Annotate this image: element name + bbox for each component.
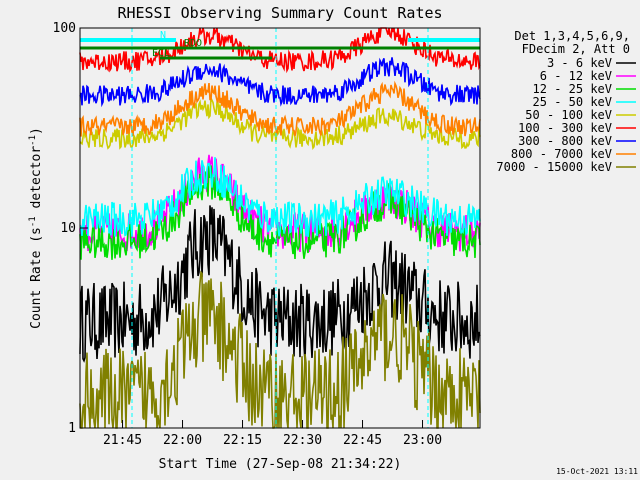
legend-header-line2: FDecim 2, Att 0 <box>522 42 630 56</box>
y-axis-label-tail: ) <box>29 127 44 135</box>
chart-title: RHESSI Observing Summary Count Rates <box>117 4 442 22</box>
legend-header-line1: Det 1,3,4,5,6,9, <box>514 29 630 43</box>
plot-area: N RDO ECL <box>79 27 481 429</box>
series-line-8 <box>79 80 481 137</box>
x-tick-label-4: 22:30 <box>283 433 322 448</box>
legend-label-9: 7000 - 15000 keV <box>496 160 612 174</box>
x-tick-label-2: 22:00 <box>163 433 202 448</box>
flag-label-1: N <box>160 30 166 41</box>
x-tick-label-3: 22:15 <box>223 433 262 448</box>
y-axis-label-sup: -1 <box>28 216 38 227</box>
series-line-2 <box>79 154 481 253</box>
legend-label-1: 3 - 6 keV <box>547 56 612 70</box>
x-tick-label-1: 21:45 <box>103 433 142 448</box>
y-axis-label-sup2: -1 <box>28 135 38 146</box>
footer-date: 15-Oct-2021 13:11 <box>556 467 638 476</box>
series-line-4 <box>79 157 481 237</box>
y-tick-label-3: 100 <box>53 21 76 36</box>
flag-label-3: ECL <box>152 48 170 59</box>
series-line-1 <box>79 205 481 363</box>
y-axis-label: Count Rate (s-1 detector-1) <box>28 127 44 329</box>
y-tick-label-2: 10 <box>60 221 76 236</box>
legend-label-6: 100 - 300 keV <box>518 121 612 135</box>
legend-label-4: 25 - 50 keV <box>533 95 612 109</box>
legend-label-2: 6 - 12 keV <box>540 69 612 83</box>
series-line-7 <box>79 57 481 108</box>
legend: Det 1,3,4,5,6,9, FDecim 2, Att 0 3 - 6 k… <box>496 29 636 174</box>
legend-label-7: 300 - 800 keV <box>518 134 612 148</box>
legend-label-5: 50 - 100 keV <box>525 108 612 122</box>
series-line-9 <box>79 270 481 429</box>
x-tick-label-6: 23:00 <box>403 433 442 448</box>
series-line-6 <box>79 27 481 74</box>
flag-label-2: RDO <box>184 38 202 49</box>
x-tick-label-5: 22:45 <box>343 433 382 448</box>
y-axis-label-main: Count Rate (s <box>29 227 44 329</box>
legend-label-3: 12 - 25 keV <box>533 82 612 96</box>
legend-label-8: 800 - 7000 keV <box>511 147 612 161</box>
y-axis-label-mid: detector <box>29 146 44 217</box>
x-axis-label: Start Time (27-Sep-08 21:34:22) <box>159 457 402 472</box>
y-tick-label-1: 1 <box>68 421 76 436</box>
axis-ticks: 21:45 22:00 22:15 22:30 22:45 23:00 1 10 100 <box>53 21 443 448</box>
